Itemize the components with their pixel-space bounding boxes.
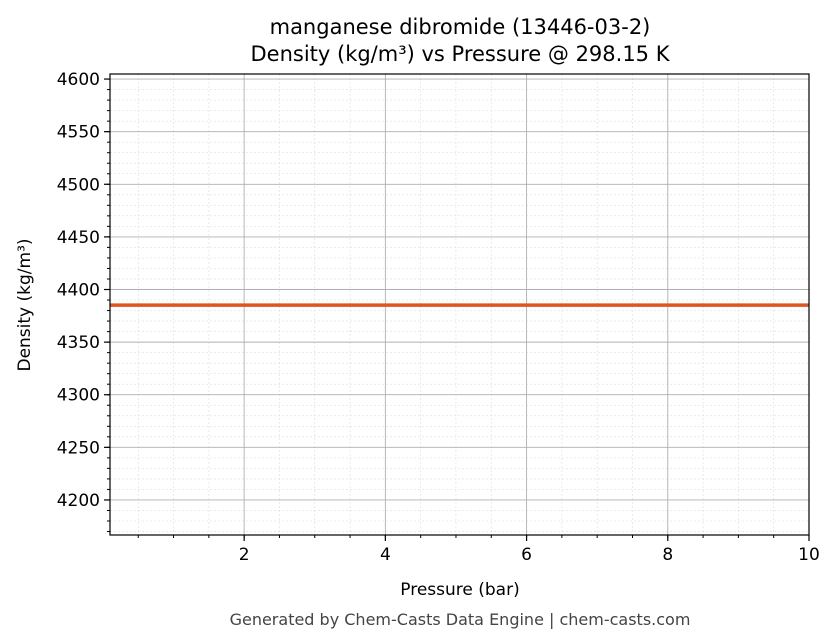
chart-title: manganese dibromide (13446-03-2) <box>270 15 651 39</box>
footer-credit: Generated by Chem-Casts Data Engine | ch… <box>230 610 691 629</box>
ticks: 2 4 6 8 10 4200 4250 4300 4350 4400 4450 4500 4550 46… <box>57 70 820 565</box>
x-tick-label: 4 <box>380 545 391 565</box>
y-tick-label: 4400 <box>57 281 100 301</box>
x-axis-label: Pressure (bar) <box>400 580 519 600</box>
y-axis-label: Density (kg/m³) <box>15 238 35 371</box>
x-tick-label: 10 <box>798 545 820 565</box>
y-tick-label: 4450 <box>57 228 100 248</box>
y-tick-label: 4600 <box>57 70 100 90</box>
y-tick-label: 4250 <box>57 438 100 458</box>
x-tick-label: 2 <box>239 545 250 565</box>
plot-frame <box>109 73 810 536</box>
chart-subtitle: Density (kg/m³) vs Pressure @ 298.15 K <box>250 42 670 66</box>
y-tick-label: 4300 <box>57 386 100 406</box>
y-tick-label: 4200 <box>57 491 100 511</box>
x-tick-label: 6 <box>521 545 532 565</box>
x-tick-label: 8 <box>662 545 673 565</box>
y-tick-label: 4550 <box>57 123 100 143</box>
grid <box>110 74 810 535</box>
y-tick-label: 4500 <box>57 175 100 195</box>
y-tick-label: 4350 <box>57 333 100 353</box>
